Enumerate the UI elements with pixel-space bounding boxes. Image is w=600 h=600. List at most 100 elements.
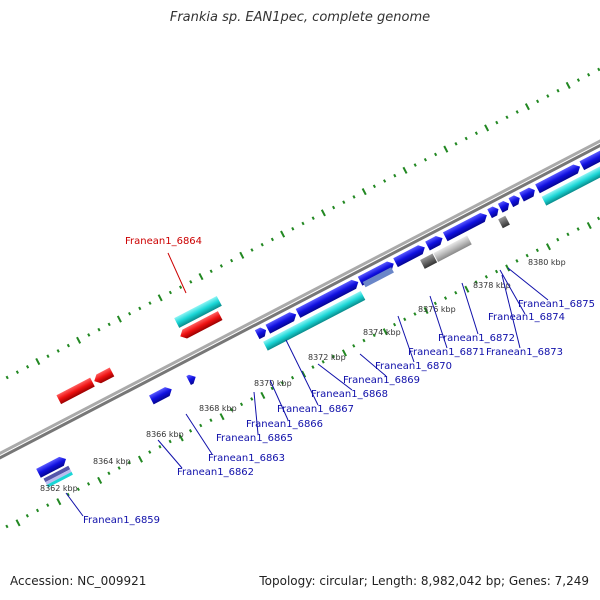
tick-mark — [5, 375, 9, 380]
tick-mark — [219, 413, 225, 421]
gene-leader-line — [65, 492, 84, 517]
gene-label[interactable]: Franean1_6859 — [83, 515, 160, 526]
pseudo-gene — [362, 267, 394, 288]
forward-gene-arrow — [535, 164, 581, 194]
tick-mark — [35, 508, 40, 513]
gene-label[interactable]: Franean1_6863 — [208, 453, 285, 464]
pseudo-gene — [420, 253, 438, 269]
gene-label[interactable]: Franean1_6870 — [375, 361, 452, 372]
tick-mark — [596, 216, 600, 221]
tick-mark — [117, 466, 121, 470]
genome-title: Frankia sp. EAN1pec, complete genome — [169, 10, 431, 25]
tick-mark — [291, 226, 295, 231]
tick-mark — [464, 285, 470, 293]
tick-mark — [35, 357, 41, 366]
tick-mark — [270, 237, 274, 242]
forward-gene-arrow — [508, 195, 520, 208]
tick-mark — [403, 317, 407, 322]
gene-leader-line — [317, 363, 353, 391]
tick-mark — [587, 72, 591, 77]
kbp-tick-label: 8362 kbp — [40, 484, 78, 493]
tick-mark — [556, 237, 560, 242]
tick-mark — [484, 275, 488, 279]
tick-mark — [434, 152, 438, 157]
tick-mark — [15, 370, 19, 374]
tick-mark — [311, 365, 315, 369]
genome-stats-label: Topology: circular; Length: 8,982,042 bp… — [259, 574, 589, 588]
reverse-gene-arrow — [56, 377, 95, 405]
tick-mark — [199, 423, 203, 428]
gene-label[interactable]: Franean1_6873 — [486, 347, 563, 358]
kbp-tick-label: 8370 kbp — [254, 379, 292, 388]
gene-leader-line — [461, 282, 479, 335]
tick-mark — [392, 322, 397, 327]
tick-mark — [66, 492, 70, 497]
tick-mark — [423, 157, 427, 162]
tick-mark — [260, 242, 264, 247]
tick-mark — [423, 306, 429, 315]
tick-mark — [5, 524, 9, 529]
gene-label[interactable]: Franean1_6869 — [343, 375, 420, 386]
forward-gene-arrow — [442, 212, 487, 242]
gene-label[interactable]: Franean1_6866 — [246, 419, 323, 430]
tick-mark — [546, 94, 550, 98]
tick-mark — [179, 285, 183, 289]
tick-mark — [219, 264, 223, 268]
tick-mark — [505, 115, 509, 120]
forward-gene-arrow — [519, 187, 535, 202]
tick-mark — [168, 290, 172, 295]
tick-mark — [524, 103, 530, 111]
tick-mark — [198, 273, 204, 281]
gene-label[interactable]: Franean1_6874 — [488, 312, 565, 323]
tick-mark — [168, 439, 172, 444]
backbone-lower — [0, 115, 600, 488]
tick-mark — [301, 221, 305, 226]
reverse-gene-arrow — [94, 367, 115, 384]
tick-mark — [280, 381, 284, 385]
stacked-feature — [45, 469, 72, 485]
tick-mark — [137, 455, 143, 463]
kbp-tick-label: 8374 kbp — [363, 328, 401, 337]
tick-mark — [372, 333, 376, 338]
tick-dots-top — [5, 67, 600, 380]
tick-mark — [250, 397, 254, 401]
tick-mark — [107, 471, 111, 476]
tick-mark — [443, 296, 448, 300]
tick-mark — [413, 163, 417, 167]
tick-mark — [66, 343, 70, 348]
gene-label[interactable]: Franean1_6868 — [311, 389, 388, 400]
forward-gene-arrow — [265, 312, 297, 334]
gene-leader-line — [429, 295, 448, 349]
tick-mark — [250, 248, 254, 252]
tick-mark — [505, 264, 511, 272]
forward-gene-arrow — [36, 456, 66, 478]
tick-mark — [189, 280, 193, 284]
tick-mark — [413, 312, 417, 316]
tick-mark — [545, 243, 551, 251]
gene-label[interactable]: Franean1_6867 — [277, 404, 354, 415]
gene-leader-line — [285, 339, 319, 406]
gene-leader-line — [185, 413, 213, 455]
tick-mark — [474, 131, 478, 135]
tick-mark — [157, 294, 163, 302]
tick-mark — [341, 349, 347, 357]
gene-leader-line — [157, 439, 183, 469]
tick-mark — [15, 519, 21, 527]
gene-label[interactable]: Franean1_6862 — [177, 467, 254, 478]
accession-label: Accession: NC_009921 — [10, 574, 147, 588]
tick-dots-bottom — [5, 216, 600, 529]
forward-strand-features — [36, 120, 600, 488]
track-group — [0, 67, 600, 529]
gene-label[interactable]: Franean1_6871 — [408, 347, 485, 358]
gene-label[interactable]: Franean1_6865 — [216, 433, 293, 444]
tick-mark — [495, 120, 499, 125]
tick-mark — [158, 444, 162, 449]
gene-label[interactable]: Franean1_6872 — [438, 333, 515, 344]
tick-mark — [46, 503, 50, 507]
tick-mark — [332, 205, 336, 210]
tick-mark — [525, 253, 529, 258]
gene-label[interactable]: Franean1_6864 — [125, 236, 202, 247]
tick-mark — [86, 482, 91, 486]
gene-label[interactable]: Franean1_6875 — [518, 299, 595, 310]
rna-feature — [174, 295, 222, 328]
